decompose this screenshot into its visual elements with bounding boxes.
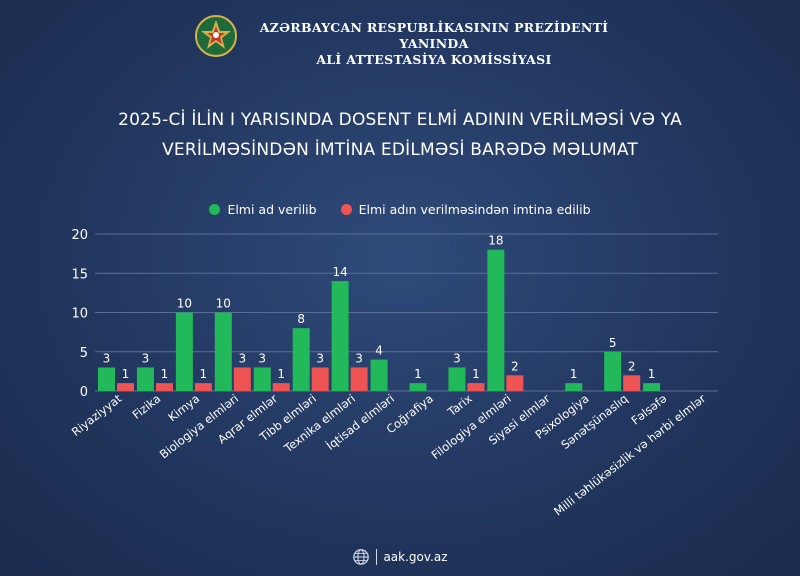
data-label: 3 — [316, 351, 324, 365]
website-link[interactable]: aak.gov.az — [383, 550, 448, 564]
bar — [136, 367, 154, 391]
data-label: 3 — [453, 351, 461, 365]
bar — [643, 383, 661, 391]
bar — [487, 249, 505, 391]
bar — [350, 367, 368, 391]
data-label: 1 — [414, 367, 422, 381]
bar — [155, 383, 173, 391]
x-tick-label: İqtisad elmləri — [323, 391, 397, 453]
data-label: 1 — [122, 367, 130, 381]
bar — [331, 281, 349, 391]
data-label: 1 — [161, 367, 169, 381]
data-label: 3 — [355, 351, 363, 365]
data-label: 8 — [297, 312, 305, 326]
bar — [604, 351, 622, 391]
bar — [311, 367, 329, 391]
footer-separator — [376, 549, 378, 565]
org-line-2: ALİ ATTESTASİYA KOMİSSİYASI — [316, 52, 552, 67]
y-tick-label: 0 — [80, 385, 88, 400]
x-tick-label: Sənətşünaslıq — [558, 391, 630, 452]
x-tick-label: Fizika — [130, 391, 164, 422]
bar — [467, 383, 485, 391]
legend-dot-green — [209, 204, 221, 215]
header: AZƏRBAYCAN RESPUBLİKASININ PREZİDENTİ YA… — [0, 12, 800, 67]
title-line-2: VERİLMƏSİNDƏN İMTİNA EDİLMƏSİ BARƏDƏ MƏL… — [162, 140, 638, 160]
globe-icon — [353, 549, 370, 565]
y-tick-label: 15 — [71, 267, 88, 282]
bar — [370, 359, 388, 391]
y-tick-label: 10 — [71, 307, 88, 322]
data-label: 1 — [648, 367, 656, 381]
data-label: 18 — [488, 234, 503, 248]
legend-label-refused: Elmi adın verilməsindən imtina edilib — [358, 202, 591, 217]
data-label: 1 — [570, 367, 578, 381]
footer: aak.gov.az — [0, 548, 800, 569]
data-label: 1 — [277, 367, 285, 381]
bar — [292, 328, 310, 391]
bar — [98, 367, 115, 391]
state-emblem-icon — [195, 15, 237, 57]
data-label: 10 — [216, 297, 231, 311]
bar — [175, 312, 193, 391]
data-label: 5 — [609, 336, 617, 350]
data-label: 2 — [628, 359, 636, 373]
legend-label-awarded: Elmi ad verilib — [227, 202, 317, 217]
bar — [409, 383, 427, 391]
bar — [623, 375, 641, 391]
bar — [272, 383, 290, 391]
organization-name: AZƏRBAYCAN RESPUBLİKASININ PREZİDENTİ YA… — [244, 20, 624, 68]
legend: Elmi ad verilib Elmi adın verilməsindən … — [0, 202, 800, 218]
bar — [565, 383, 583, 391]
bar — [253, 367, 271, 391]
y-tick-label: 20 — [71, 228, 88, 243]
data-label: 2 — [511, 359, 519, 373]
data-label: 14 — [332, 265, 347, 279]
x-tick-label: Tarix — [444, 391, 475, 419]
data-label: 4 — [375, 344, 383, 358]
bar — [233, 367, 251, 391]
title-line-1: 2025-Cİ İLİN I YARISINDA DOSENT ELMİ ADI… — [118, 110, 682, 130]
bar — [194, 383, 212, 391]
x-tick-label: Riyaziyyat — [69, 391, 125, 439]
data-label: 1 — [472, 367, 480, 381]
data-label: 3 — [103, 351, 111, 365]
chart-title: 2025-Cİ İLİN I YARISINDA DOSENT ELMİ ADI… — [60, 105, 740, 165]
bar — [448, 367, 466, 391]
data-label: 1 — [200, 367, 208, 381]
org-line-1: AZƏRBAYCAN RESPUBLİKASININ PREZİDENTİ YA… — [259, 20, 609, 51]
data-label: 10 — [177, 297, 192, 311]
legend-dot-red — [340, 204, 352, 215]
data-label: 3 — [142, 351, 150, 365]
data-label: 3 — [238, 351, 246, 365]
data-label: 3 — [258, 351, 266, 365]
bar — [506, 375, 524, 391]
legend-item-refused: Elmi adın verilməsindən imtina edilib — [340, 202, 591, 217]
y-tick-label: 5 — [80, 346, 88, 361]
legend-item-awarded: Elmi ad verilib — [209, 202, 317, 217]
bar — [117, 383, 134, 391]
bar — [214, 312, 232, 391]
